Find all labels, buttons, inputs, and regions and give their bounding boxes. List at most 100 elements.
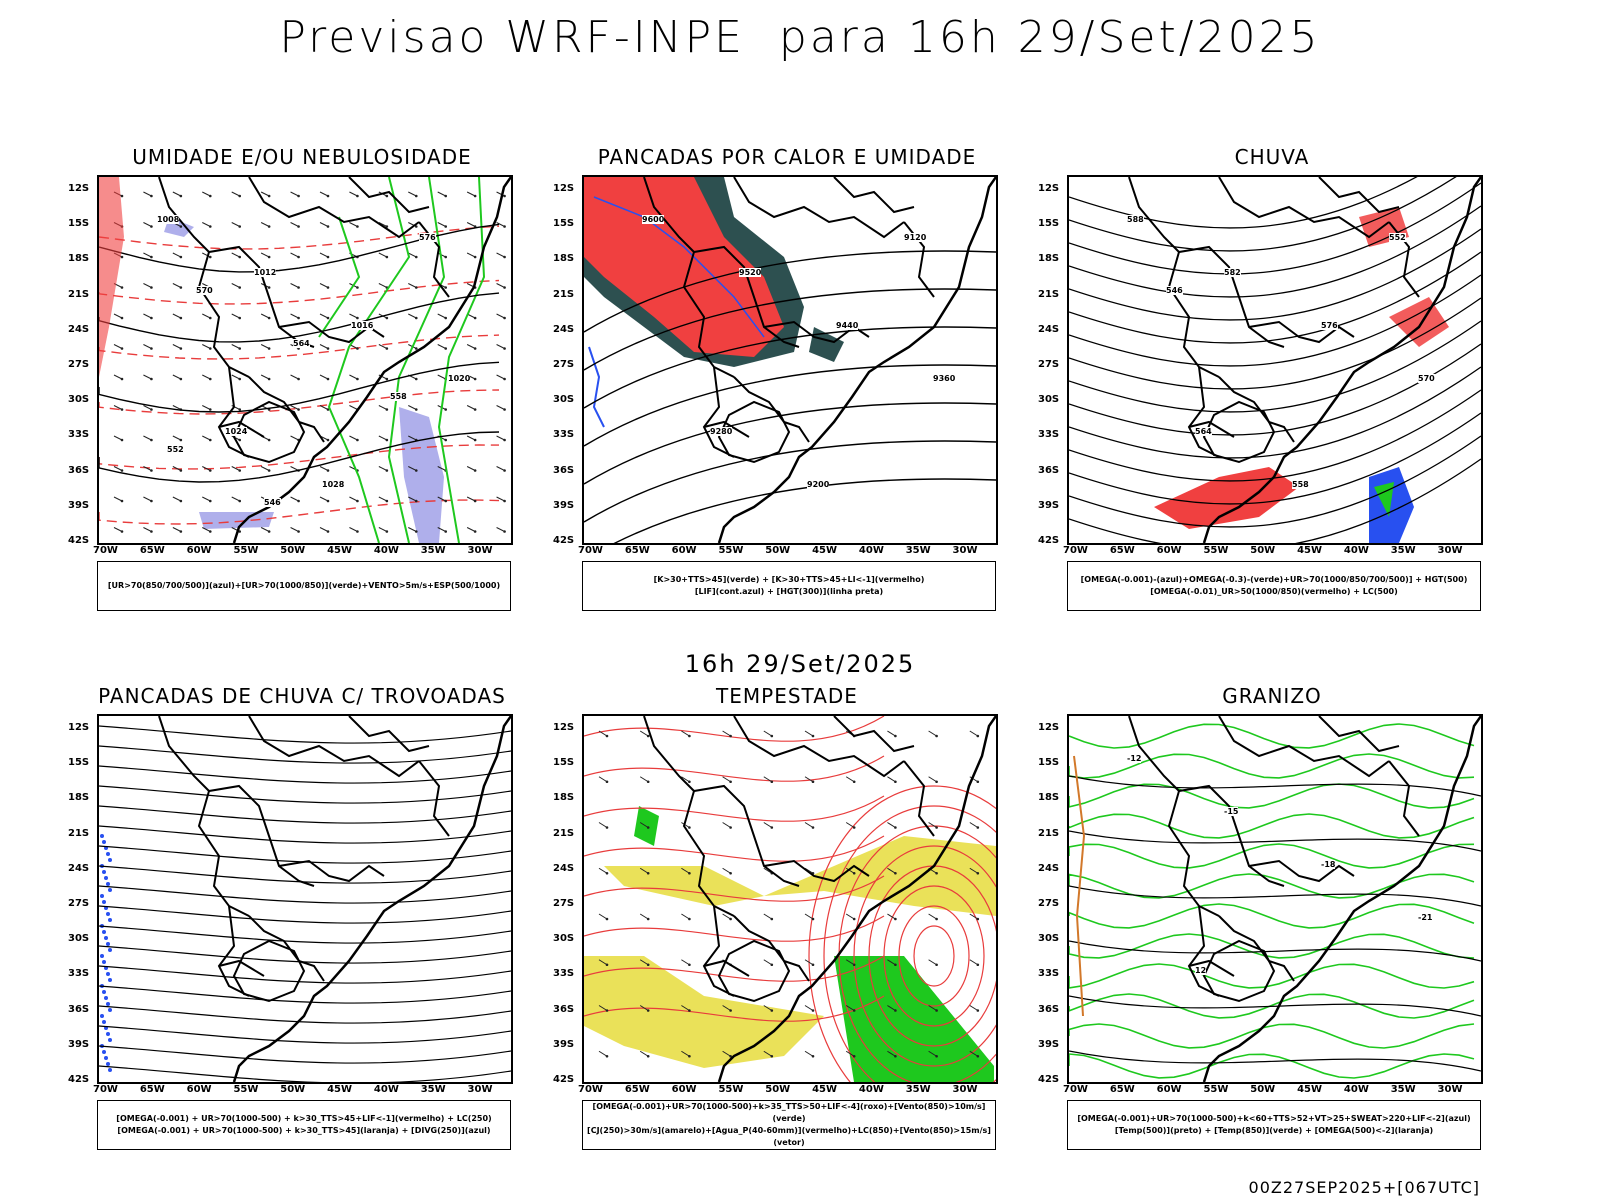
legend-line: [OMEGA(-0.001) + UR>70(1000-500) + k>30_… — [117, 1126, 491, 1135]
legend-line: [K>30+TTS>45](verde) + [K>30+TTS>45+LI<-… — [653, 575, 925, 584]
latitude-label: 24S — [1038, 323, 1060, 335]
contour-label: 564 — [1195, 427, 1212, 436]
longitude-label: 40W — [858, 545, 884, 556]
legend-line: [OMEGA(-0.001)-(azul)+OMEGA(-0.3)-(verde… — [1080, 575, 1468, 584]
longitude-label: 40W — [858, 1084, 884, 1095]
latitude-label: 39S — [553, 499, 575, 511]
latitude-label: 30S — [553, 394, 575, 406]
longitude-label: 60W — [671, 545, 697, 556]
longitude-label: 70W — [93, 1084, 118, 1095]
contour-label: 1012 — [254, 268, 277, 277]
contour-label: 576 — [419, 233, 436, 242]
longitude-label: 40W — [373, 545, 399, 556]
longitude-label: 35W — [1390, 545, 1416, 556]
longitude-label: 35W — [1390, 1084, 1416, 1095]
longitude-label: 70W — [578, 545, 603, 556]
longitude-label: 55W — [233, 545, 259, 556]
longitude-label: 65W — [139, 1084, 165, 1095]
latitude-label: 30S — [1038, 933, 1060, 945]
latitude-label: 30S — [68, 394, 90, 406]
legend-line: [LIF](cont.azul) + [HGT(300)](linha pret… — [694, 587, 884, 596]
longitude-label: 40W — [373, 1084, 399, 1095]
longitude-label: 70W — [578, 1084, 603, 1095]
longitude-label: 35W — [420, 545, 446, 556]
latitude-label: 36S — [1038, 464, 1060, 476]
longitude-label: 50W — [1250, 545, 1276, 556]
latitude-label: 33S — [553, 429, 575, 441]
legend-line: [OMEGA(-0.01)_UR>50(1000/850)(vermelho) … — [1150, 587, 1398, 596]
longitude-label: 30W — [1437, 1084, 1463, 1095]
latitude-label: 39S — [1038, 499, 1060, 511]
latitude-label: 33S — [1038, 429, 1060, 441]
latitude-label: 30S — [68, 933, 90, 945]
longitude-label: 60W — [186, 1084, 212, 1095]
contour-label: 552 — [1389, 233, 1406, 242]
latitude-label: 36S — [68, 1003, 90, 1015]
latitude-label: 12S — [553, 183, 575, 194]
longitude-label: 60W — [671, 1084, 697, 1095]
contour-label: 9280 — [710, 427, 733, 436]
longitude-label: 55W — [718, 545, 744, 556]
longitude-label: 65W — [139, 545, 165, 556]
model-run-footer: 00Z27SEP2025+[067UTC] — [1248, 1178, 1480, 1197]
longitude-label: 65W — [624, 545, 650, 556]
latitude-label: 36S — [553, 1003, 575, 1015]
contour-label: 576 — [1321, 321, 1338, 330]
latitude-label: 15S — [553, 218, 575, 230]
contour-label: 564 — [293, 339, 310, 348]
latitude-label: 33S — [68, 429, 90, 441]
panel-title: PANCADAS POR CALOR E UMIDADE — [597, 145, 977, 169]
contour-label: -15 — [1224, 807, 1239, 816]
latitude-label: 12S — [1038, 722, 1060, 733]
longitude-label: 50W — [280, 545, 306, 556]
contour-label: 588 — [1127, 215, 1144, 224]
longitude-label: 35W — [905, 1084, 931, 1095]
latitude-label: 27S — [553, 359, 575, 370]
panel-legend: [OMEGA(-0.001)-(azul)+OMEGA(-0.3)-(verde… — [1067, 561, 1481, 611]
contour-label: 12 — [1195, 966, 1207, 975]
latitude-label: 18S — [68, 253, 90, 265]
panel-title: UMIDADE E/OU NEBULOSIDADE — [132, 145, 472, 169]
latitude-label: 15S — [553, 757, 575, 769]
latitude-label: 39S — [68, 1038, 90, 1050]
panel-legend: [OMEGA(-0.001) + UR>70(1000-500) + k>30_… — [97, 1100, 511, 1150]
latitude-label: 33S — [1038, 968, 1060, 980]
latitude-label: 21S — [553, 288, 575, 300]
longitude-label: 30W — [467, 545, 493, 556]
longitude-label: 65W — [624, 1084, 650, 1095]
latitude-label: 15S — [68, 757, 90, 769]
latitude-label: 24S — [68, 323, 90, 335]
longitude-label: 70W — [1063, 545, 1088, 556]
map-area — [97, 714, 513, 1084]
latitude-label: 36S — [1038, 1003, 1060, 1015]
latitude-label: 42S — [1038, 1074, 1060, 1085]
panel-title: PANCADAS DE CHUVA C/ TROVOADAS — [98, 684, 506, 708]
latitude-label: 18S — [553, 253, 575, 265]
longitude-label: 45W — [1297, 1084, 1323, 1095]
contour-label: 1028 — [322, 480, 345, 489]
map-area — [582, 714, 998, 1084]
map-panel-3: CHUVA 12S 15S 18S 21S 24S 27S 30S 33S 36S 39S 42S 70… — [1032, 145, 1512, 625]
longitude-label: 55W — [718, 1084, 744, 1095]
longitude-label: 55W — [1203, 545, 1229, 556]
latitude-label: 21S — [553, 827, 575, 839]
latitude-label: 42S — [68, 1074, 90, 1085]
contour-label: 582 — [1224, 268, 1241, 277]
panel-legend: [OMEGA(-0.001)+UR>70(1000-500)+k>35_TTS>… — [582, 1100, 996, 1150]
longitude-label: 40W — [1343, 545, 1369, 556]
contour-label: 9360 — [933, 374, 956, 383]
longitude-label: 70W — [1063, 1084, 1088, 1095]
contour-label: -12 — [1127, 754, 1142, 763]
latitude-label: 30S — [1038, 394, 1060, 406]
contour-label: 546 — [1166, 286, 1183, 295]
longitude-label: 30W — [952, 1084, 978, 1095]
contour-label: 9520 — [739, 268, 762, 277]
panel-title: TEMPESTADE — [716, 684, 858, 708]
legend-line: [UR>70(850/700/500)](azul)+[UR>70(1000/8… — [107, 581, 501, 590]
latitude-label: 27S — [1038, 359, 1060, 370]
contour-label: 1020 — [448, 374, 471, 383]
longitude-label: 45W — [327, 545, 353, 556]
latitude-label: 42S — [553, 1074, 575, 1085]
contour-label: 1016 — [351, 321, 374, 330]
longitude-label: 35W — [905, 545, 931, 556]
